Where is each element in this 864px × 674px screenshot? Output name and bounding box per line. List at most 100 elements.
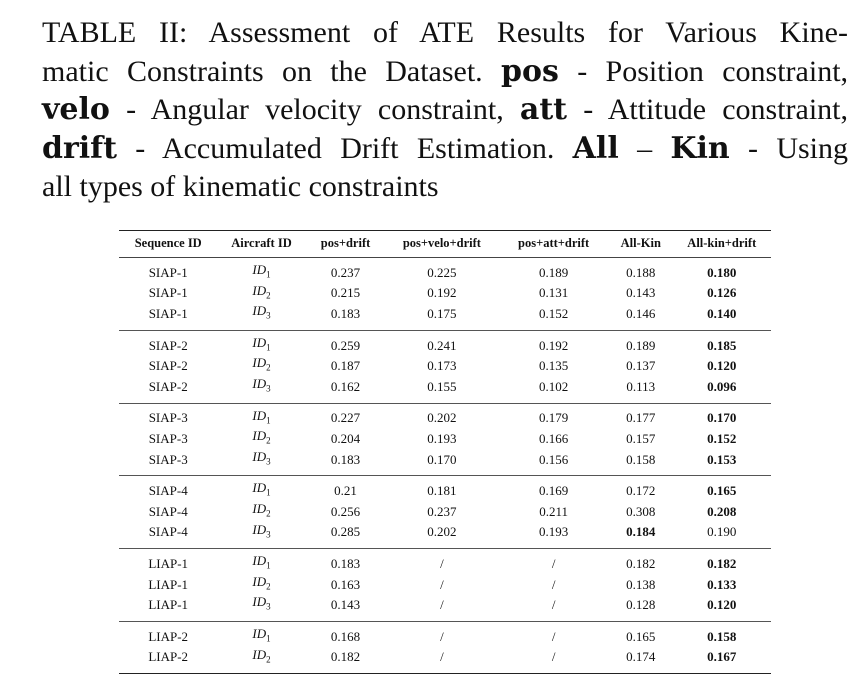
- ate-value-cell: 0.184: [626, 524, 656, 540]
- ate-value-cell: 0.285: [330, 524, 361, 540]
- ate-value-cell: 0.179: [539, 410, 569, 426]
- header-cell: All-kin+drift: [687, 236, 757, 250]
- aircraft-id-subscript: 1: [266, 415, 271, 426]
- sequence-id-cell: SIAP-4: [148, 483, 188, 499]
- ate-value-cell: 0.227: [330, 410, 361, 426]
- ate-value-cell: 0.182: [707, 555, 737, 571]
- caption-term-att: att: [519, 92, 568, 127]
- ate-value-cell: 0.120: [707, 597, 737, 613]
- ate-value-cell: 0.170: [707, 410, 737, 426]
- ate-value-cell: /: [440, 555, 444, 571]
- ate-value-cell: 0.187: [330, 358, 361, 374]
- ate-value-cell: 0.152: [539, 305, 569, 321]
- aircraft-id-cell: ID2: [217, 501, 305, 522]
- sequence-id-cell: SIAP-2: [148, 358, 188, 374]
- table-row: SIAP-1 ID3 0.183 0.175 0.152 0.146 0.140: [119, 303, 771, 330]
- caption-text: - Accumulated Drift Estimation.: [135, 131, 555, 165]
- ate-value-cell: 0.135: [539, 358, 569, 374]
- sequence-id-cell: SIAP-3: [148, 410, 188, 426]
- ate-value-cell: /: [440, 576, 444, 592]
- ate-value-cell: 0.167: [707, 649, 737, 665]
- aircraft-id-cell: ID2: [217, 647, 305, 674]
- table-group: LIAP-1 ID1 0.183//0.182 0.182 LIAP-1 ID2 0.163…: [119, 549, 771, 622]
- aircraft-id-cell: ID2: [217, 355, 305, 376]
- sequence-id-cell: SIAP-3: [148, 430, 188, 446]
- ate-value-cell: 0.172: [626, 483, 656, 499]
- aircraft-id-text: ID: [252, 594, 267, 610]
- ate-value-cell: 0.185: [707, 337, 737, 353]
- sequence-id-cell: SIAP-1: [148, 305, 188, 321]
- ate-value-cell: 0.211: [539, 503, 569, 519]
- ate-value-cell: 0.143: [330, 597, 361, 613]
- sequence-id-cell: SIAP-1: [148, 285, 188, 301]
- sequence-id-cell: LIAP-2: [148, 649, 189, 665]
- aircraft-id-cell: ID3: [217, 522, 305, 549]
- ate-value-cell: 0.163: [330, 576, 361, 592]
- ate-value-cell: 0.143: [626, 285, 656, 301]
- header-cell: Aircraft ID: [231, 236, 292, 250]
- ate-value-cell: 0.241: [427, 337, 457, 353]
- ate-value-cell: /: [551, 555, 556, 571]
- ate-value-cell: 0.138: [626, 576, 656, 592]
- ate-value-cell: 0.308: [626, 503, 656, 519]
- aircraft-id-subscript: 3: [266, 529, 271, 540]
- ate-value-cell: 0.173: [427, 358, 457, 374]
- ate-value-cell: 0.165: [626, 628, 656, 644]
- table-row: SIAP-1 ID2 0.215 0.192 0.131 0.143 0.126: [119, 283, 771, 304]
- aircraft-id-text: ID: [252, 573, 267, 589]
- aircraft-id-cell: ID1: [217, 549, 305, 574]
- ate-value-cell: /: [551, 649, 556, 665]
- ate-value-cell: 0.137: [626, 358, 656, 374]
- aircraft-id-cell: ID2: [217, 574, 305, 595]
- ate-value-cell: /: [440, 628, 444, 644]
- ate-value-cell: 0.128: [626, 597, 656, 613]
- ate-value-cell: 0.140: [707, 305, 737, 321]
- caption-text: - Using: [748, 131, 849, 165]
- table-row: LIAP-2 ID2 0.182 / / 0.174 0.167: [119, 647, 771, 674]
- caption-line-5: all types of kinematic constraints: [42, 168, 848, 207]
- aircraft-id-cell: ID1: [217, 403, 305, 428]
- ate-value-cell: 0.168: [330, 628, 361, 644]
- table-group: SIAP-1 ID1 0.237 0.225 0.189 0.188 0.180 SIAP-1…: [119, 258, 771, 331]
- aircraft-id-cell: ID1: [217, 258, 305, 283]
- aircraft-id-text: ID: [252, 407, 267, 423]
- aircraft-id-subscript: 1: [266, 342, 271, 353]
- sequence-id-cell: SIAP-2: [148, 337, 188, 353]
- caption-line-2: matic Constraints on the Dataset. pos - …: [42, 53, 848, 92]
- ate-value-cell: 0.152: [707, 430, 737, 446]
- header-cell: Sequence ID: [134, 236, 202, 250]
- ate-value-cell: 0.188: [626, 264, 656, 280]
- sequence-id-cell: SIAP-2: [148, 378, 188, 394]
- ate-value-cell: 0.192: [539, 337, 569, 353]
- header-row: Sequence ID Aircraft ID pos+drift pos+ve…: [119, 230, 771, 258]
- header-cell: All-Kin: [620, 236, 661, 250]
- ate-value-cell: 0.120: [707, 358, 737, 374]
- aircraft-id-text: ID: [252, 375, 267, 391]
- table-row: SIAP-4 ID1 0.21 0.181 0.169 0.172 0.165: [119, 476, 771, 501]
- ate-value-cell: 0.156: [539, 451, 569, 467]
- ate-results-table: Sequence ID Aircraft ID pos+drift pos+ve…: [119, 230, 771, 674]
- caption-term-pos: pos: [501, 53, 559, 89]
- ate-value-cell: 0.204: [330, 430, 361, 446]
- caption-term-velo: velo: [42, 92, 110, 127]
- ate-value-cell: 0.225: [427, 264, 457, 280]
- ate-value-cell: 0.131: [539, 285, 569, 301]
- aircraft-id-subscript: 2: [266, 654, 271, 665]
- ate-value-cell: 0.192: [427, 285, 457, 301]
- aircraft-id-text: ID: [252, 262, 267, 277]
- table-row: SIAP-3 ID1 0.227 0.202 0.179 0.177 0.170: [119, 403, 771, 428]
- sequence-id-cell: SIAP-1: [148, 264, 188, 280]
- aircraft-id-subscript: 1: [266, 487, 271, 498]
- caption-text: - Attitude constraint,: [583, 93, 848, 126]
- table-row: SIAP-2 ID1 0.259 0.241 0.192 0.189 0.185: [119, 330, 771, 355]
- ate-value-cell: 0.182: [330, 649, 361, 665]
- aircraft-id-subscript: 3: [266, 310, 271, 321]
- sequence-id-cell: LIAP-1: [148, 597, 189, 613]
- aircraft-id-cell: ID1: [217, 621, 305, 646]
- ate-value-cell: 0.259: [330, 337, 361, 353]
- aircraft-id-text: ID: [252, 428, 267, 444]
- ate-value-cell: 0.158: [626, 451, 656, 467]
- sequence-id-cell: LIAP-1: [148, 555, 189, 571]
- ate-value-cell: 0.181: [427, 483, 457, 499]
- aircraft-id-text: ID: [252, 500, 267, 516]
